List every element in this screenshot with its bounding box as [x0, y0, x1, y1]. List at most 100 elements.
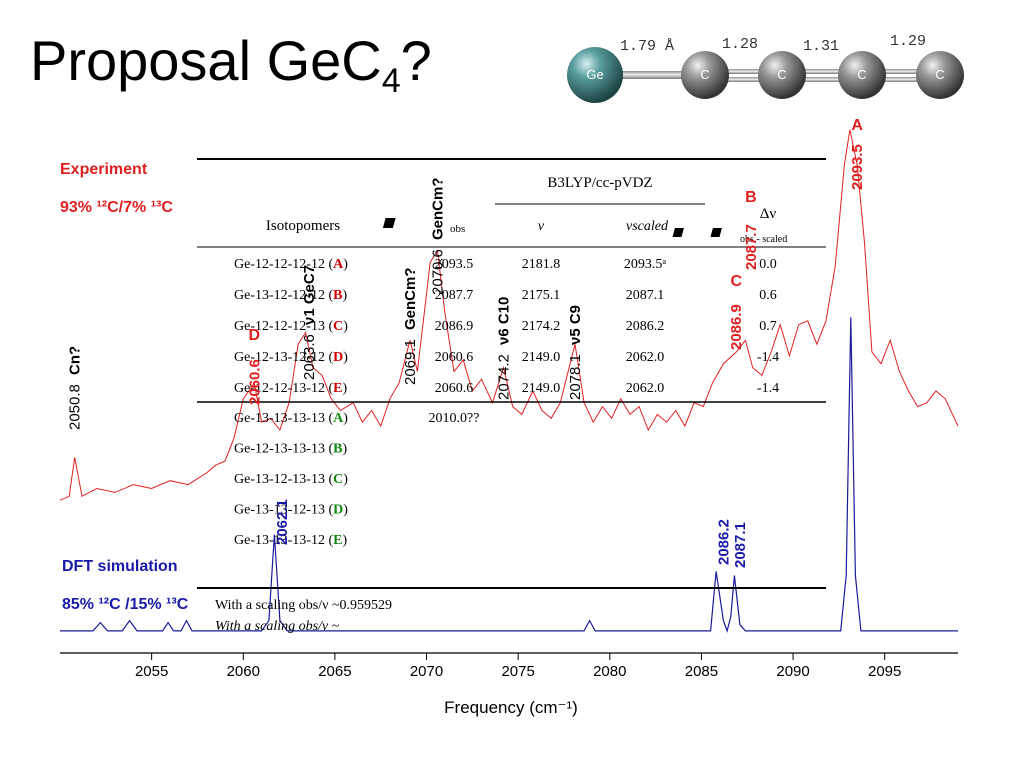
- peak-assignment-label: ν6 C10: [496, 297, 513, 345]
- peak-assignment-label: ν1 GeC7: [301, 265, 318, 325]
- obs-symbol-icon: [382, 218, 396, 228]
- table-cell: 2060.6: [435, 350, 474, 365]
- peak-value-label: 2070.6: [430, 249, 447, 295]
- slide-title: Proposal GeC4?: [30, 28, 432, 101]
- bond-length: 1.28: [722, 36, 758, 53]
- table-row: Ge-12-12-12-13 (C) 2086.9 2174.2 2086.2 0.7: [234, 319, 777, 334]
- table-cell-isotopomer: Ge-12-12-12-13 (C): [234, 319, 348, 334]
- table-cell: 0.6: [759, 288, 777, 303]
- bond-2b: [700, 77, 780, 82]
- peak-assignment-label: ν5 C9: [567, 305, 584, 345]
- atom-c3: [838, 51, 886, 99]
- experiment-spectrum-line: [59, 129, 959, 501]
- bond-1: [600, 71, 710, 79]
- table-col-obs: obs: [450, 223, 465, 235]
- obs-symbol-icon: [672, 228, 684, 237]
- peak-value-label: 2069.1: [402, 339, 419, 385]
- experiment-label: Experiment: [60, 161, 148, 178]
- x-tick-label: 2065: [318, 663, 351, 680]
- atom-label: C: [700, 67, 709, 82]
- table-cell: 2149.0: [522, 381, 561, 396]
- table-cell: 0.0: [759, 257, 777, 272]
- table-col-delta-sub: obs - scaled: [740, 234, 787, 245]
- table-cell: 2062.0: [626, 381, 665, 396]
- atom-label: C: [777, 67, 786, 82]
- bond-length: 1.31: [803, 38, 839, 55]
- bond-3a: [780, 69, 860, 74]
- table-cell-isotopomer: Ge-12-12-13-12 (E): [234, 381, 347, 396]
- x-tick-label: 2075: [501, 663, 534, 680]
- atom-label: C: [857, 67, 866, 82]
- table-method-header: B3LYP/cc-pVDZ: [547, 175, 652, 191]
- table-cell: 2086.9: [435, 319, 474, 334]
- table-cell: 2093.5ᵃ: [624, 257, 667, 272]
- x-axis: 2055 2060 2065 2070 2075 2080 2085 2090 2095 Fre…: [60, 652, 958, 717]
- peak-letter-label: D: [248, 327, 260, 344]
- table-col-delta: Δν: [760, 206, 777, 222]
- table-col-isotopomers: Isotopomers: [266, 218, 340, 234]
- table-cell: 2087.1: [626, 288, 665, 303]
- table-row: Ge-12-12-13-12 (E) 2060.6 2149.0 2062.0 -1.4: [234, 381, 779, 396]
- table-cell-isotopomer: Ge-12-13-12-12 (D): [234, 350, 348, 365]
- table-row: Ge-13-13-13-13 (A) 2010.0??: [234, 411, 479, 426]
- table-cell-isotopomer: Ge-12-13-13-13 (B): [234, 442, 347, 457]
- bond-2a: [700, 69, 780, 74]
- table-row: Ge-13-13-12-13 (D): [234, 503, 348, 518]
- table-row: Ge-13-13-13-12 (E): [234, 533, 347, 548]
- table-cell-isotopomer: Ge-13-12-13-13 (C): [234, 472, 348, 487]
- table-row: Ge-12-12-12-12 (A) 2093.5 2181.8 2093.5ᵃ 0.0: [234, 257, 777, 272]
- dft-spectrum-line: [60, 317, 958, 633]
- table-cell-isotopomer: Ge-13-13-12-13 (D): [234, 503, 348, 518]
- table-cell: 2010.0??: [429, 411, 480, 426]
- table-col-nu: ν: [538, 219, 545, 234]
- peak-value-label: 2087.1: [732, 522, 749, 568]
- footnote-a: With a scaling obs/ν ~0.959529: [215, 598, 392, 613]
- table-cell: 2062.0: [626, 350, 665, 365]
- dft-composition: 85% ¹²C /15% ¹³C: [62, 596, 189, 613]
- peak-assignment-label: Cn?: [67, 346, 84, 375]
- peak-value-label: 2060.6: [246, 359, 263, 405]
- x-tick-label: 2055: [135, 663, 168, 680]
- x-tick-label: 2070: [410, 663, 443, 680]
- table-row: Ge-13-12-12-12 (B) 2087.7 2175.1 2087.1 0.6: [234, 288, 777, 303]
- atom-label: C: [935, 67, 944, 82]
- table-row: Ge-12-13-12-12 (D) 2060.6 2149.0 2062.0 -1.4: [234, 350, 779, 365]
- table-cell: 2086.2: [626, 319, 665, 334]
- experiment-composition: 93% ¹²C/7% ¹³C: [60, 199, 173, 216]
- table-col-nu-scaled: νscaled: [626, 219, 669, 234]
- table-cell-isotopomer: Ge-13-12-12-12 (B): [234, 288, 347, 303]
- x-axis-label: Frequency (cm⁻¹): [444, 698, 578, 717]
- peak-value-label: 2074.2: [496, 354, 513, 400]
- peak-value-label: 2093.5: [849, 144, 866, 190]
- title-main: Proposal GeC: [30, 29, 382, 92]
- bond-4b: [860, 77, 940, 82]
- table-cell: 2174.2: [522, 319, 561, 334]
- table-cell: 2181.8: [522, 257, 561, 272]
- table-cell-isotopomer: Ge-13-13-13-12 (E): [234, 533, 347, 548]
- peak-value-label: 2062.1: [274, 499, 291, 545]
- table-cell: 2060.6: [435, 381, 474, 396]
- x-tick-group: 2055 2060 2065 2070 2075 2080 2085 2090 2095: [135, 653, 901, 680]
- atom-c2: [758, 51, 806, 99]
- x-tick-label: 2080: [593, 663, 626, 680]
- bond-length: 1.29: [890, 33, 926, 50]
- peak-value-label: 2086.9: [728, 304, 745, 350]
- table-cell: 2175.1: [522, 288, 561, 303]
- peak-letter-label: A: [851, 117, 863, 134]
- x-tick-label: 2095: [868, 663, 901, 680]
- x-tick-label: 2090: [776, 663, 809, 680]
- title-subscript: 4: [381, 62, 401, 100]
- table-cell-isotopomer: Ge-12-12-12-12 (A): [234, 257, 348, 272]
- atom-ge: [567, 47, 623, 103]
- table-cell: 2149.0: [522, 350, 561, 365]
- atom-c4: [916, 51, 964, 99]
- table-cell-isotopomer: Ge-13-13-13-13 (A): [234, 411, 348, 426]
- x-tick-label: 2085: [685, 663, 718, 680]
- peak-assignment-label: GenCm?: [430, 177, 447, 240]
- bond-3b: [780, 77, 860, 82]
- table-row: Ge-13-12-13-13 (C): [234, 472, 348, 487]
- bond-length: 1.79 Å: [620, 38, 674, 55]
- molecule-diagram: Ge C C C C 1.79 Å 1.28 1.31 1.29: [567, 33, 964, 103]
